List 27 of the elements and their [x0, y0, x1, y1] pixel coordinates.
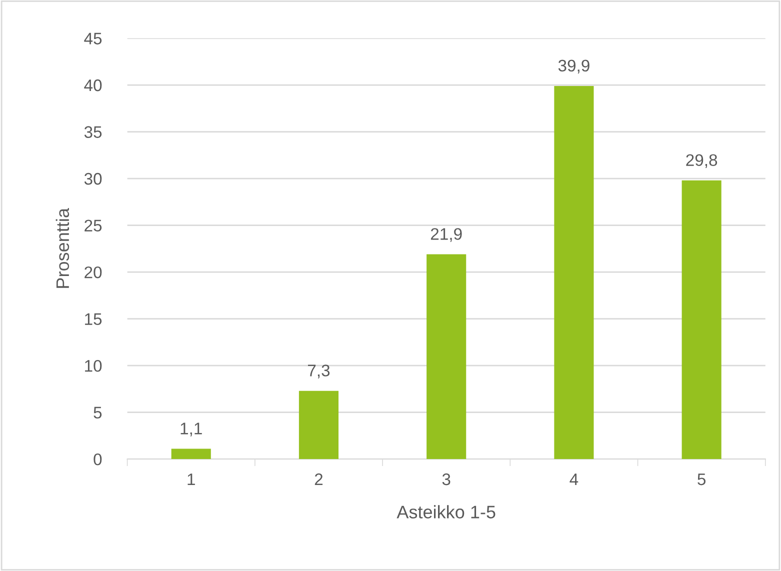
- bar: [554, 86, 594, 460]
- data-label: 21,9: [430, 228, 462, 242]
- y-axis-title: Prosenttia: [56, 208, 70, 288]
- x-axis-title: Asteikko 1-5: [396, 505, 496, 518]
- data-label: 39,9: [558, 60, 590, 74]
- x-tick-label: 2: [314, 473, 323, 486]
- y-tick-label: 15: [85, 313, 102, 326]
- x-tick-label: 4: [570, 474, 578, 486]
- data-label: 1,1: [180, 422, 202, 436]
- y-tick-label: 0: [94, 453, 102, 466]
- data-label: 7,3: [308, 364, 330, 378]
- bar: [682, 180, 722, 460]
- y-tick-label: 20: [84, 266, 102, 278]
- y-tick-label: 40: [84, 79, 102, 92]
- data-label: 29,8: [686, 154, 718, 168]
- y-tick-label: 35: [84, 126, 102, 138]
- x-tick-label: 3: [442, 473, 450, 486]
- bar: [426, 254, 466, 460]
- y-tick-label: 45: [84, 32, 102, 44]
- y-tick-label: 30: [84, 172, 102, 185]
- x-tick-label: 1: [188, 474, 195, 486]
- y-tick-label: 10: [85, 360, 102, 372]
- x-tick-label: 5: [698, 474, 706, 486]
- y-tick-label: 25: [84, 220, 102, 232]
- y-tick-label: 5: [94, 406, 102, 419]
- bar: [298, 390, 339, 460]
- bar: [171, 448, 211, 460]
